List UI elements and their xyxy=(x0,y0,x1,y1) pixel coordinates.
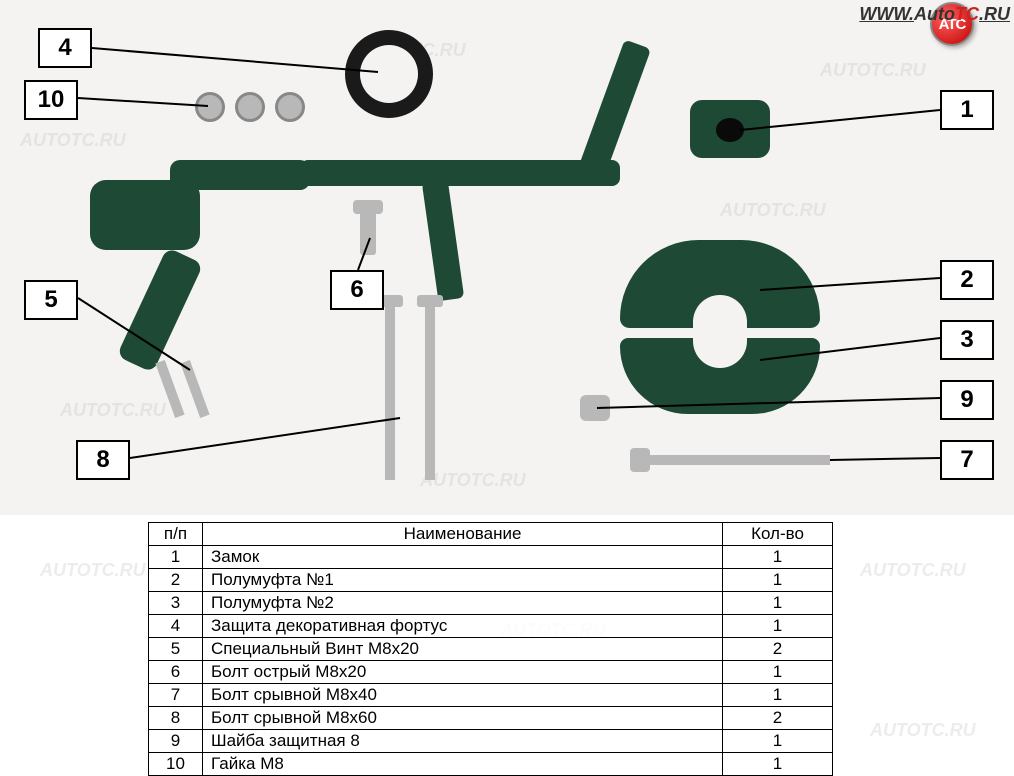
callout-8: 8 xyxy=(76,440,130,480)
table-row: 7Болт срывной М8х401 xyxy=(149,684,833,707)
cell-num: 2 xyxy=(149,569,203,592)
table-row: 10Гайка М81 xyxy=(149,753,833,776)
cell-num: 6 xyxy=(149,661,203,684)
table-row: 3Полумуфта №21 xyxy=(149,592,833,615)
table-row: 8Болт срывной М8х602 xyxy=(149,707,833,730)
cell-qty: 1 xyxy=(723,546,833,569)
cell-qty: 1 xyxy=(723,592,833,615)
cell-num: 9 xyxy=(149,730,203,753)
part-lock-leg xyxy=(117,247,204,373)
cell-qty: 2 xyxy=(723,638,833,661)
cell-num: 3 xyxy=(149,592,203,615)
table-row: 9Шайба защитная 81 xyxy=(149,730,833,753)
callout-5: 5 xyxy=(24,280,78,320)
part-tear-bolt-head xyxy=(630,448,650,472)
cell-num: 7 xyxy=(149,684,203,707)
part-nut xyxy=(275,92,305,122)
part-long-bolt xyxy=(385,300,395,480)
part-lock-left-arm xyxy=(170,160,310,190)
logo-tc: TC xyxy=(955,4,979,24)
callout-10: 10 xyxy=(24,80,78,120)
table-header-row: п/п Наименование Кол-во xyxy=(149,523,833,546)
cell-qty: 1 xyxy=(723,569,833,592)
cell-num: 10 xyxy=(149,753,203,776)
cell-name: Полумуфта №1 xyxy=(203,569,723,592)
col-header-num: п/п xyxy=(149,523,203,546)
table-row: 5Специальный Винт М8х202 xyxy=(149,638,833,661)
table-row: 1Замок1 xyxy=(149,546,833,569)
part-long-bolt xyxy=(425,300,435,480)
watermark: AUTOTC.RU xyxy=(420,470,526,491)
cell-name: Защита декоративная фортус xyxy=(203,615,723,638)
cell-name: Болт срывной М8х40 xyxy=(203,684,723,707)
callout-2: 2 xyxy=(940,260,994,300)
part-screw xyxy=(180,360,209,418)
cell-num: 4 xyxy=(149,615,203,638)
cell-qty: 2 xyxy=(723,707,833,730)
leader-lines xyxy=(0,0,1014,515)
watermark: AUTOTC.RU xyxy=(40,560,146,581)
watermark: AUTOTC.RU xyxy=(870,720,976,741)
cell-qty: 1 xyxy=(723,753,833,776)
part-lock-bore xyxy=(716,118,744,142)
cell-name: Шайба защитная 8 xyxy=(203,730,723,753)
exploded-diagram-area: AUTOTC.RU AUTOTC.RU AUTOTC.RU AUTOTC.RU … xyxy=(0,0,1014,515)
parts-table: п/п Наименование Кол-во 1Замок12Полумуфт… xyxy=(148,522,833,776)
table-row: 4Защита декоративная фортус1 xyxy=(149,615,833,638)
cell-num: 1 xyxy=(149,546,203,569)
part-locknut xyxy=(580,395,610,421)
callout-3: 3 xyxy=(940,320,994,360)
cell-qty: 1 xyxy=(723,615,833,638)
cell-num: 8 xyxy=(149,707,203,730)
callout-6: 6 xyxy=(330,270,384,310)
part-long-bolt-head xyxy=(417,295,443,307)
logo-prefix: WWW. xyxy=(859,4,914,24)
callout-1: 1 xyxy=(940,90,994,130)
cell-name: Болт острый М8х20 xyxy=(203,661,723,684)
watermark: AUTOTC.RU xyxy=(820,60,926,81)
part-lock-stem xyxy=(422,179,464,301)
table-row: 2Полумуфта №11 xyxy=(149,569,833,592)
part-bolt-head xyxy=(353,200,383,214)
cell-num: 5 xyxy=(149,638,203,661)
watermark: AUTOTC.RU xyxy=(60,400,166,421)
logo-auto: Auto xyxy=(914,4,955,24)
part-tear-bolt xyxy=(640,455,830,465)
cell-name: Замок xyxy=(203,546,723,569)
cell-name: Полумуфта №2 xyxy=(203,592,723,615)
col-header-qty: Кол-во xyxy=(723,523,833,546)
logo-suffix: .RU xyxy=(979,4,1010,24)
part-lock-bar xyxy=(300,160,620,186)
cell-name: Болт срывной М8х60 xyxy=(203,707,723,730)
part-ring-hole xyxy=(360,45,418,103)
watermark: AUTOTC.RU xyxy=(860,560,966,581)
logo-text: WWW.AutoTC.RU xyxy=(859,4,1010,25)
part-nut xyxy=(235,92,265,122)
cell-name: Гайка М8 xyxy=(203,753,723,776)
col-header-name: Наименование xyxy=(203,523,723,546)
cell-qty: 1 xyxy=(723,730,833,753)
callout-7: 7 xyxy=(940,440,994,480)
cell-name: Специальный Винт М8х20 xyxy=(203,638,723,661)
part-nut xyxy=(195,92,225,122)
callout-4: 4 xyxy=(38,28,92,68)
watermark: AUTOTC.RU xyxy=(720,200,826,221)
table-row: 6Болт острый М8х201 xyxy=(149,661,833,684)
part-screw xyxy=(155,360,184,418)
part-lock-left xyxy=(90,180,200,250)
callout-9: 9 xyxy=(940,380,994,420)
cell-qty: 1 xyxy=(723,661,833,684)
cell-qty: 1 xyxy=(723,684,833,707)
watermark: AUTOTC.RU xyxy=(20,130,126,151)
